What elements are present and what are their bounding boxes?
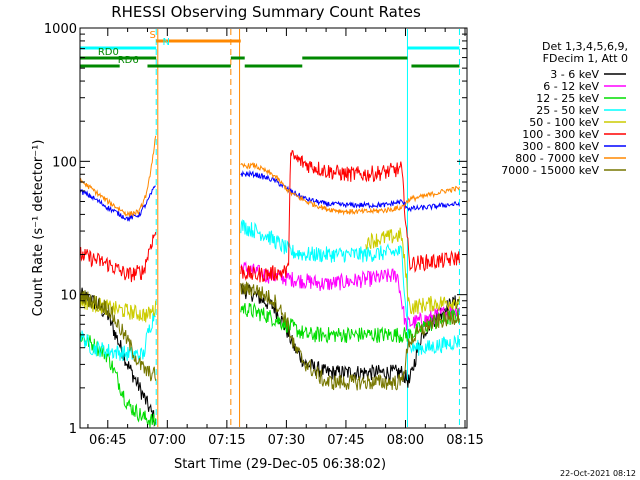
y-axis-label: Count Rate (s⁻¹ detector⁻¹) — [31, 140, 46, 317]
plot-frame — [79, 27, 468, 429]
series-line — [79, 283, 460, 427]
x-tick-label: 07:30 — [268, 433, 305, 448]
event-lines — [79, 29, 460, 427]
flag-bar-label: RD0 — [98, 47, 119, 58]
legend-label: 50 - 100 keV — [529, 116, 599, 129]
x-tick-label: 07:15 — [208, 433, 245, 448]
y-tick-label: 1 — [69, 422, 77, 437]
y-tick-label: 100 — [52, 155, 77, 170]
series-line — [80, 149, 460, 283]
legend-label: 7000 - 15000 keV — [501, 164, 599, 177]
x-tick-label: 08:00 — [387, 433, 424, 448]
x-tick-label: 06:45 — [89, 433, 126, 448]
y-tick-label: 1000 — [44, 22, 77, 37]
x-tick-label: 07:00 — [149, 433, 186, 448]
flag-bar-label: S — [149, 30, 155, 41]
series-line — [79, 169, 460, 222]
legend-label: 25 - 50 keV — [536, 104, 599, 117]
flag-bar-label: RD6 — [118, 55, 139, 66]
legend-title: Det 1,3,4,5,6,9, — [542, 40, 628, 53]
series-line — [79, 227, 460, 323]
footer-timestamp: 22-Oct-2021 08:12 — [560, 469, 636, 478]
series-line — [79, 281, 460, 391]
flag-bar-label: N — [163, 37, 170, 48]
legend-label: 800 - 7000 keV — [515, 152, 599, 165]
legend-title: FDecim 1, Att 0 — [543, 52, 628, 65]
series-line — [79, 135, 460, 218]
series-line — [79, 218, 460, 363]
x-tick-label: 07:45 — [327, 433, 364, 448]
x-axis-label: Start Time (29-Dec-05 06:38:02) — [174, 457, 386, 472]
legend-label: 100 - 300 keV — [522, 128, 599, 141]
x-tick-label: 08:15 — [446, 433, 483, 448]
series-layer — [79, 135, 460, 428]
legend-label: 12 - 25 keV — [536, 92, 599, 105]
legend: Det 1,3,4,5,6,9,FDecim 1, Att 0 3 - 6 keV… — [501, 40, 628, 177]
y-tick-label: 10 — [60, 289, 77, 304]
axes: 06:45 07:00 07:15 07:30 07:45 08:00 08:15 1 10 10… — [44, 22, 484, 448]
chart-title: RHESSI Observing Summary Count Rates — [111, 3, 421, 21]
legend-label: 3 - 6 keV — [550, 68, 599, 81]
legend-label: 300 - 800 keV — [522, 140, 599, 153]
series-line — [79, 302, 460, 428]
legend-label: 6 - 12 keV — [543, 80, 599, 93]
